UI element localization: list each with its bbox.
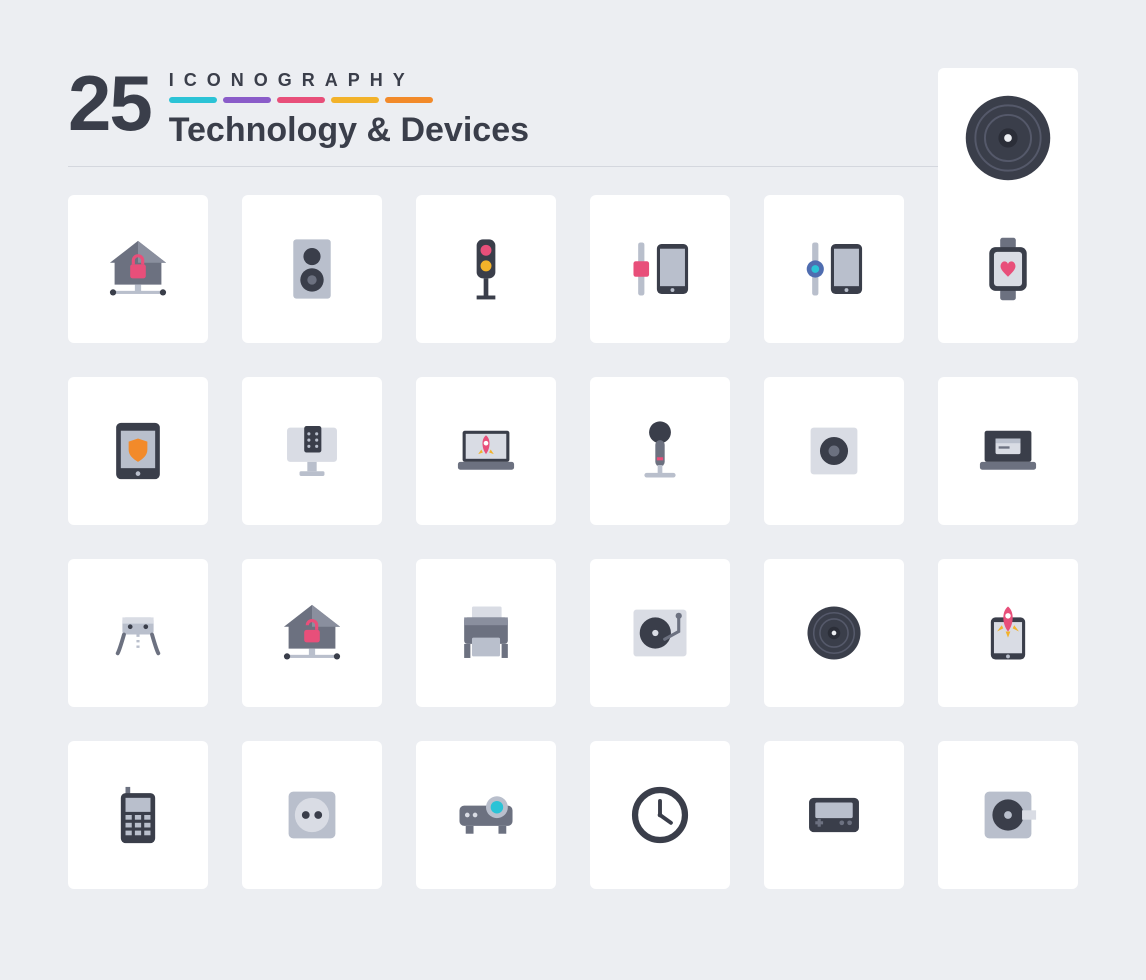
tile (590, 195, 730, 343)
super-title: ICONOGRAPHY (169, 70, 529, 91)
disc-slot-icon (969, 776, 1047, 854)
tile (68, 741, 208, 889)
turntable-icon (621, 594, 699, 672)
game-console-icon (793, 776, 875, 854)
phone-rocket-icon (969, 594, 1047, 672)
tile (764, 741, 904, 889)
accent-stripes (169, 97, 529, 103)
subtitle: Technology & Devices (169, 111, 529, 150)
tile (416, 195, 556, 343)
header: 25 ICONOGRAPHY Technology & Devices (68, 68, 1078, 150)
tile (590, 377, 730, 525)
tile (764, 195, 904, 343)
tile (764, 559, 904, 707)
traffic-light-icon (447, 230, 525, 308)
feature-tile (938, 68, 1078, 208)
tile (938, 195, 1078, 343)
printer-icon (447, 594, 525, 672)
laptop-rocket-icon (445, 412, 527, 490)
disc-icon (960, 90, 1056, 186)
tile (242, 377, 382, 525)
monitor-remote-icon (273, 412, 351, 490)
tile (242, 195, 382, 343)
watch-phone-sync-a-icon (619, 230, 701, 308)
laptop-window-icon (967, 412, 1049, 490)
icon-grid (68, 195, 1078, 889)
tile (68, 559, 208, 707)
clock-icon (621, 776, 699, 854)
tile (242, 741, 382, 889)
tile (938, 377, 1078, 525)
tile (590, 559, 730, 707)
home-lock-icon (99, 230, 177, 308)
tile (68, 195, 208, 343)
drone-icon (97, 594, 179, 672)
tile (938, 741, 1078, 889)
tile (416, 559, 556, 707)
tile (242, 559, 382, 707)
tile (68, 377, 208, 525)
divider (68, 166, 1078, 167)
tablet-shield-icon (99, 412, 177, 490)
projector-icon (445, 776, 527, 854)
feature-phone-icon (99, 776, 177, 854)
smartwatch-heart-icon (969, 230, 1047, 308)
icon-count: 25 (68, 68, 151, 138)
power-socket-icon (273, 776, 351, 854)
home-unlock-icon (273, 594, 351, 672)
tile (764, 377, 904, 525)
subwoofer-icon (795, 412, 873, 490)
tile (416, 741, 556, 889)
microphone-icon (621, 412, 699, 490)
vinyl-icon (795, 594, 873, 672)
tile (938, 559, 1078, 707)
speaker-icon (273, 230, 351, 308)
tile (416, 377, 556, 525)
tile (590, 741, 730, 889)
watch-phone-sync-b-icon (793, 230, 875, 308)
